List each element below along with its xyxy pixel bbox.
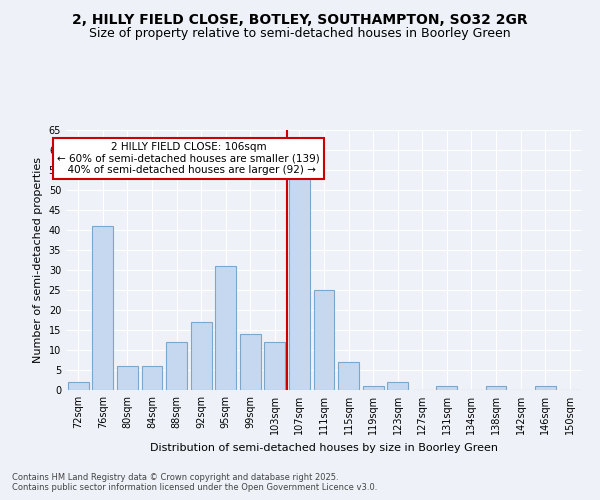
Bar (142, 366, 163, 390)
Bar (289, 174, 310, 390)
Bar (265, 342, 286, 390)
Bar (92, 226, 113, 390)
Bar (535, 386, 556, 390)
Bar (436, 386, 457, 390)
Bar (117, 366, 138, 390)
Y-axis label: Number of semi-detached properties: Number of semi-detached properties (33, 157, 43, 363)
Bar (215, 266, 236, 390)
Bar (485, 386, 506, 390)
Bar (387, 382, 408, 390)
X-axis label: Distribution of semi-detached houses by size in Boorley Green: Distribution of semi-detached houses by … (150, 442, 498, 452)
Bar (240, 334, 261, 390)
Bar (191, 322, 212, 390)
Bar (338, 362, 359, 390)
Text: Size of property relative to semi-detached houses in Boorley Green: Size of property relative to semi-detach… (89, 28, 511, 40)
Text: 2 HILLY FIELD CLOSE: 106sqm
← 60% of semi-detached houses are smaller (139)
  40: 2 HILLY FIELD CLOSE: 106sqm ← 60% of sem… (58, 142, 320, 175)
Bar (362, 386, 383, 390)
Text: Contains HM Land Registry data © Crown copyright and database right 2025.
Contai: Contains HM Land Registry data © Crown c… (12, 473, 377, 492)
Text: 2, HILLY FIELD CLOSE, BOTLEY, SOUTHAMPTON, SO32 2GR: 2, HILLY FIELD CLOSE, BOTLEY, SOUTHAMPTO… (72, 12, 528, 26)
Bar (166, 342, 187, 390)
Bar (314, 290, 334, 390)
Bar (68, 382, 89, 390)
